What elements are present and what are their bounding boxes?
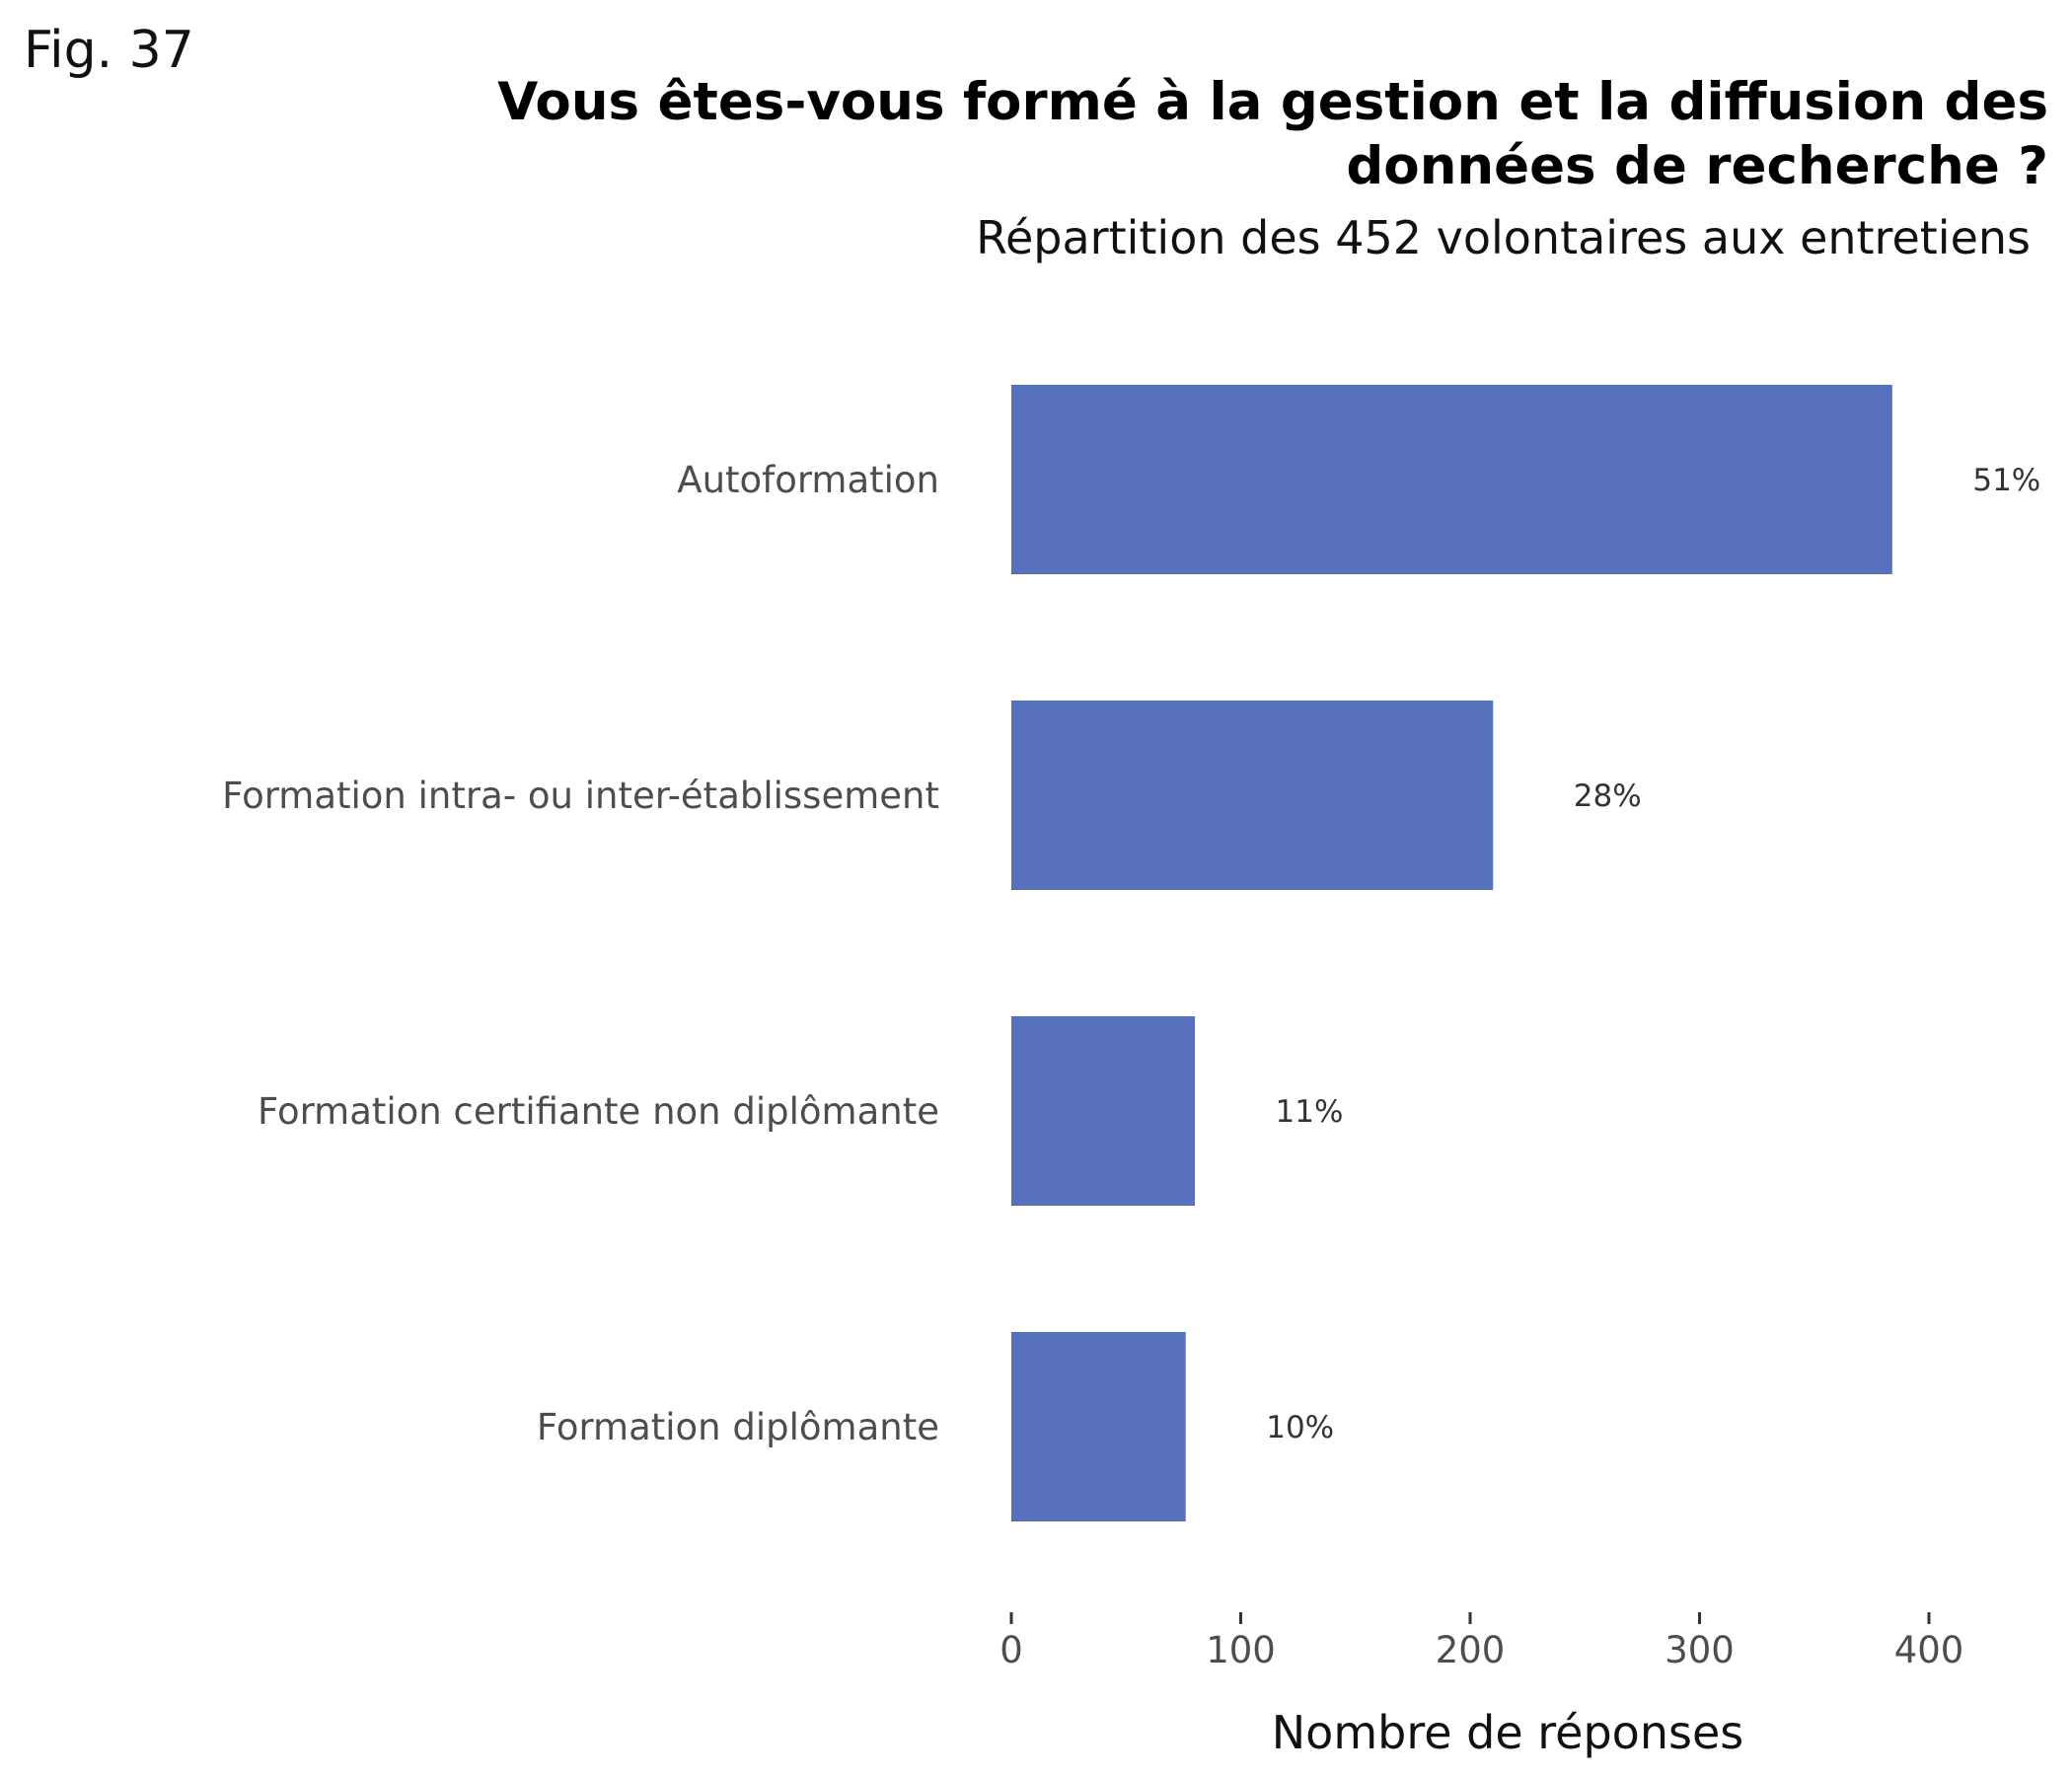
bar-value-label: 28% (1574, 778, 1642, 814)
chart-subtitle: Répartition des 452 volontaires aux entr… (976, 211, 2031, 264)
x-tick-label: 400 (1894, 1629, 1964, 1671)
bar (1011, 385, 1892, 574)
bar-value-label: 51% (1972, 463, 2040, 498)
x-tick-label: 0 (999, 1629, 1023, 1671)
figure-label: Fig. 37 (24, 21, 194, 80)
x-axis-title: Nombre de réponses (1272, 1706, 1743, 1759)
bar-value-label: 11% (1276, 1094, 1344, 1130)
category-label: Formation intra- ou inter-établissement (222, 775, 939, 817)
category-label: Formation certifiante non diplômante (258, 1090, 939, 1133)
x-tick-label: 100 (1206, 1629, 1276, 1671)
bars-layer: Autoformation 51% Formation intra- ou inte… (222, 385, 2040, 1521)
chart-title-line-1: Vous êtes-vous formé à la gestion et la … (497, 72, 2048, 132)
x-axis: 0 100 200 300 400 (999, 1612, 1963, 1671)
x-tick-label: 300 (1665, 1629, 1735, 1671)
bar (1011, 701, 1494, 890)
category-label: Autoformation (677, 459, 939, 501)
bar-value-label: 10% (1266, 1410, 1334, 1445)
category-label: Formation diplômante (537, 1406, 939, 1448)
chart-title-line-2: données de recherche ? (1346, 136, 2048, 196)
x-tick-label: 200 (1436, 1629, 1506, 1671)
bar (1011, 1332, 1186, 1521)
bar (1011, 1016, 1195, 1206)
